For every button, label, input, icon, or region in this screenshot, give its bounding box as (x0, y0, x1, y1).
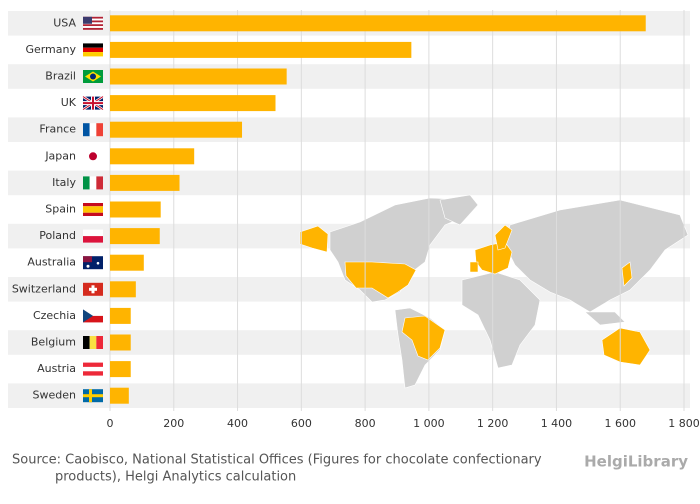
y-tick-label: Germany (25, 43, 76, 56)
source-line: products), Helgi Analytics calculation (55, 470, 296, 485)
bar (110, 228, 160, 245)
flag-part (83, 18, 103, 21)
flag-part (83, 16, 92, 24)
x-tick-label: 1 200 (477, 417, 509, 430)
flag-part (83, 102, 103, 105)
flag-part (83, 256, 92, 263)
x-tick-label: 800 (355, 417, 376, 430)
flag-part (83, 203, 103, 207)
flag-part (89, 176, 97, 190)
bar (110, 148, 195, 165)
y-tick-label: Switzerland (12, 282, 76, 295)
y-tick-label: Sweden (33, 389, 76, 402)
y-tick-label: Brazil (45, 70, 76, 83)
flag-part (83, 366, 103, 372)
bar (110, 307, 131, 324)
flag-part (90, 73, 96, 80)
x-tick-label: 600 (291, 417, 312, 430)
x-tick-label: 1 800 (668, 417, 700, 430)
flag-part (89, 336, 97, 349)
y-tick-label: Spain (45, 203, 76, 216)
bar (110, 334, 131, 351)
flag-part (83, 229, 103, 237)
y-tick-label: Austria (37, 362, 76, 375)
y-tick-label: Czechia (33, 309, 76, 322)
y-tick-label: Belgium (31, 336, 76, 349)
flag-part (83, 22, 103, 25)
flag-part (86, 264, 90, 268)
x-tick-label: 200 (163, 417, 184, 430)
flag-part (89, 287, 97, 291)
flag-part (83, 309, 93, 323)
x-tick-label: 1 400 (541, 417, 573, 430)
flag-part (83, 206, 103, 210)
flag-part (83, 43, 103, 48)
bar (110, 254, 144, 271)
flag-part (83, 336, 90, 349)
bar (110, 174, 180, 191)
bar (110, 68, 287, 85)
flag-part (83, 52, 103, 57)
flag-part (96, 336, 103, 349)
flag-part (96, 176, 103, 190)
y-tick-label: Italy (52, 176, 76, 189)
source-line: Source: Caobisco, National Statistical O… (12, 453, 542, 468)
y-tick-label: Poland (39, 229, 76, 242)
flag-part (83, 209, 103, 213)
flag-part (83, 236, 103, 243)
x-tick-label: 1 000 (413, 417, 445, 430)
flag-part (83, 27, 103, 30)
y-tick-label: Japan (44, 149, 76, 162)
flag-part (83, 371, 103, 376)
flag-part (83, 315, 103, 323)
bar (110, 41, 412, 58)
bar (110, 361, 131, 378)
flag-part (96, 261, 100, 265)
flag-part (83, 123, 90, 137)
bar (110, 387, 129, 404)
flag-part (96, 123, 103, 137)
flag-part (83, 309, 103, 316)
bar (110, 121, 243, 138)
flag-part (83, 47, 103, 53)
x-tick-label: 1 600 (604, 417, 636, 430)
flag-part (83, 20, 103, 23)
flag-part (89, 123, 97, 137)
flag-part (83, 212, 103, 216)
x-tick-label: 0 (107, 417, 114, 430)
bar (110, 201, 161, 218)
flag-part (83, 394, 103, 398)
y-tick-label: Australia (27, 256, 76, 269)
flag-part (83, 16, 103, 19)
bar (110, 15, 646, 32)
bar (110, 95, 276, 112)
flag-part (89, 152, 97, 161)
flag-part (83, 24, 103, 27)
y-tick-label: UK (61, 96, 77, 109)
flag-part (83, 362, 103, 367)
flag-part (83, 26, 103, 28)
bar (110, 281, 136, 298)
logo: HelgiLibrary (584, 453, 688, 471)
x-tick-label: 400 (227, 417, 248, 430)
y-tick-label: USA (53, 16, 76, 29)
y-tick-label: France (39, 123, 76, 136)
flag-part (83, 176, 90, 190)
